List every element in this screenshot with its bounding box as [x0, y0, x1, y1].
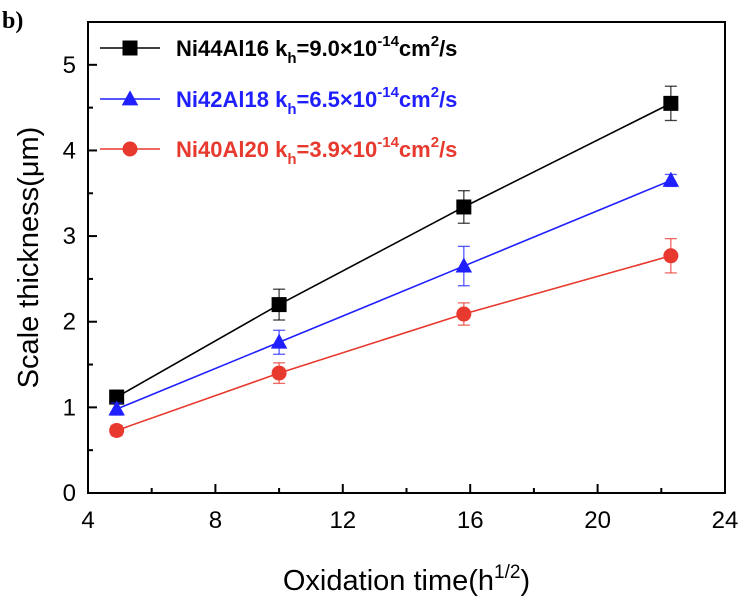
panel-label: b)	[2, 8, 23, 34]
x-axis-title-main: Oxidation time(h	[283, 565, 494, 597]
series-Ni44Al16	[109, 85, 679, 405]
legend-label: Ni44Al16 kh=9.0×10-14cm2/s	[176, 33, 457, 67]
data-point	[271, 365, 287, 381]
x-tick-label: 24	[712, 507, 739, 534]
x-axis: 4 8 12 16 20 24	[81, 484, 738, 534]
x-axis-title-close: )	[520, 565, 530, 597]
data-point	[663, 248, 679, 264]
legend-item-Ni42Al18: Ni42Al18 kh=6.5×10-14cm2/s	[100, 84, 457, 118]
x-tick-label: 20	[584, 507, 611, 534]
legend-label: Ni42Al18 kh=6.5×10-14cm2/s	[176, 84, 457, 118]
data-point	[662, 171, 680, 187]
series-line	[116, 179, 672, 410]
series-Ni40Al20	[109, 238, 679, 438]
data-point	[122, 40, 138, 56]
data-point	[663, 95, 679, 111]
data-point	[456, 199, 472, 215]
y-axis-title: Scale thickness(μm)	[13, 127, 45, 389]
series-Ni42Al18	[108, 171, 680, 416]
data-point	[271, 297, 287, 313]
data-point	[108, 400, 125, 416]
y-tick-label: 3	[63, 223, 76, 250]
y-tick-label: 2	[63, 309, 76, 336]
x-tick-label: 16	[457, 507, 484, 534]
x-tick-label: 4	[81, 507, 94, 534]
plot-area	[108, 85, 680, 438]
series-line	[116, 102, 672, 398]
series-line	[116, 255, 672, 432]
data-point	[270, 333, 288, 349]
y-tick-label: 0	[63, 480, 76, 507]
x-axis-title: Oxidation time(h1/2)	[283, 562, 530, 597]
data-point	[122, 141, 138, 157]
x-tick-label: 12	[329, 507, 356, 534]
legend-item-Ni44Al16: Ni44Al16 kh=9.0×10-14cm2/s	[100, 33, 457, 67]
legend: Ni44Al16 kh=9.0×10-14cm2/s Ni42Al18 kh=6.…	[100, 33, 457, 168]
data-point	[121, 90, 139, 106]
data-point	[109, 389, 125, 405]
y-tick-label: 4	[63, 137, 76, 164]
y-tick-label: 5	[63, 52, 76, 79]
legend-item-Ni40Al20: Ni40Al20 kh=3.9×10-14cm2/s	[100, 134, 457, 168]
data-point	[456, 306, 472, 322]
data-point	[455, 257, 473, 273]
y-axis: 0 1 2 3 4 5	[63, 52, 97, 507]
x-axis-title-sup: 1/2	[494, 562, 520, 583]
legend-label: Ni40Al20 kh=3.9×10-14cm2/s	[176, 134, 457, 168]
data-point	[109, 422, 125, 438]
x-tick-label: 8	[209, 507, 222, 534]
y-tick-label: 1	[63, 394, 76, 421]
